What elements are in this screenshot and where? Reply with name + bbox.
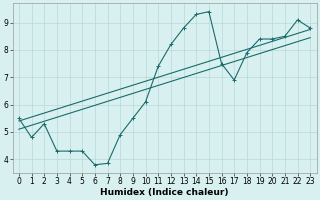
X-axis label: Humidex (Indice chaleur): Humidex (Indice chaleur) xyxy=(100,188,229,197)
